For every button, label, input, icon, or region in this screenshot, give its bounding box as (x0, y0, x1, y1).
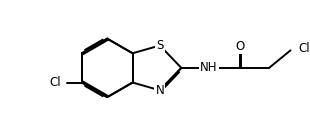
Text: O: O (235, 40, 245, 53)
Text: Cl: Cl (49, 76, 61, 89)
Text: Cl: Cl (298, 42, 310, 55)
Text: S: S (156, 39, 164, 52)
Text: N: N (156, 84, 164, 97)
Text: NH: NH (200, 61, 217, 74)
